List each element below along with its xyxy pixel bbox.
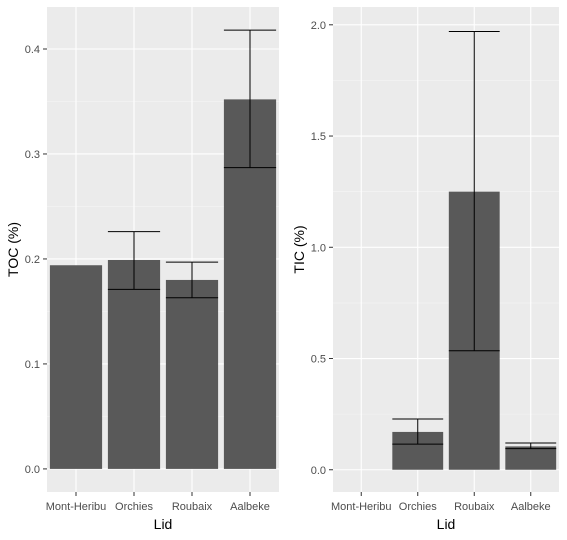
tic-y-tick-label: 1.0 [311, 242, 326, 254]
tic-errorbar-orchies [392, 418, 444, 445]
tic-y-tick-label: 2.0 [311, 20, 326, 32]
tic-y-axis: 0.0 0.5 1.0 1.5 2.0 [311, 20, 333, 477]
toc-chart-panel: 0.0 0.1 0.2 0.3 0.4 Mont-Heribu Orchies Roubai… [5, 7, 279, 532]
tic-y-tick-label: 0.0 [311, 465, 326, 477]
tic-x-axis-title: Lid [437, 516, 456, 532]
toc-y-axis: 0.0 0.1 0.2 0.3 0.4 [25, 44, 47, 476]
toc-errorbar-roubaix [165, 261, 219, 299]
toc-y-tick-label: 0.2 [25, 254, 40, 266]
tic-y-tick-label: 1.5 [311, 131, 326, 143]
toc-y-tick-label: 0.3 [25, 149, 40, 161]
tic-errorbar-roubaix [448, 30, 500, 352]
tic-y-axis-title: TIC (%) [291, 225, 307, 273]
tic-x-tick-label: Orchies [399, 501, 437, 513]
tic-x-axis: Mont-Heribu Orchies Roubaix Aalbeke [331, 492, 551, 513]
tic-errorbars [392, 30, 557, 450]
toc-y-axis-title: TOC (%) [5, 222, 21, 277]
tic-x-tick-label: Roubaix [454, 501, 495, 513]
toc-x-tick-label: Mont-Heribu [46, 501, 107, 513]
toc-y-tick-label: 0.4 [25, 44, 40, 56]
tic-panel-background [333, 7, 559, 492]
toc-bar-roubaix [165, 279, 219, 469]
toc-errorbars [107, 29, 277, 299]
toc-x-tick-label: Aalbeke [230, 501, 270, 513]
toc-x-tick-label: Orchies [115, 501, 153, 513]
tic-x-tick-label: Aalbeke [511, 501, 551, 513]
toc-x-axis: Mont-Heribu Orchies Roubaix Aalbeke [46, 492, 270, 513]
tic-errorbar-aalbeke [505, 442, 557, 450]
toc-errorbar-orchies [107, 231, 161, 290]
toc-y-tick-label: 0.1 [25, 359, 40, 371]
tic-x-tick-label: Mont-Heribu [331, 501, 392, 513]
toc-errorbar-aalbeke [223, 29, 277, 169]
toc-bar-mont-heribu [49, 265, 103, 469]
toc-bar-orchies [107, 259, 161, 469]
tic-y-tick-label: 0.5 [311, 354, 326, 366]
tic-chart-panel: 0.0 0.5 1.0 1.5 2.0 Mont-Heribu Orchies Roubai… [291, 7, 559, 532]
tic-bar-aalbeke [505, 446, 557, 470]
toc-x-axis-title: Lid [154, 516, 173, 532]
toc-y-tick-label: 0.0 [25, 464, 40, 476]
toc-x-tick-label: Roubaix [172, 501, 213, 513]
tic-minor-gridlines [333, 80, 559, 415]
